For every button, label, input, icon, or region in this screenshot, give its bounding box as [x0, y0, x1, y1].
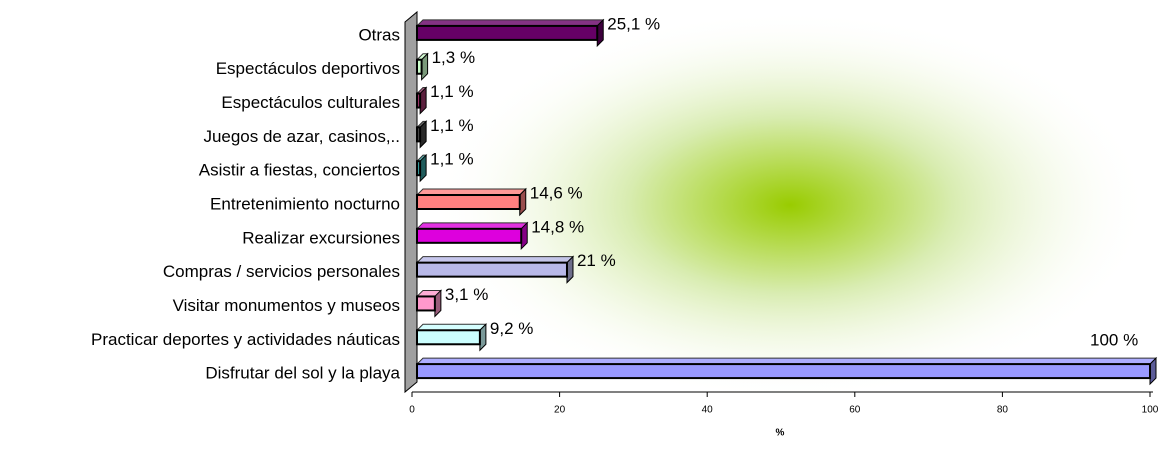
- y-tick-label: Otras: [358, 25, 400, 44]
- y-tick-label: Espectáculos culturales: [221, 93, 400, 112]
- value-label: 14,8 %: [531, 217, 584, 236]
- y-tick-label: Disfrutar del sol y la playa: [205, 364, 400, 383]
- bar-face: [416, 160, 422, 177]
- x-tick-label: 60: [849, 405, 861, 416]
- value-label: 21 %: [577, 251, 616, 270]
- plot-background: [430, 10, 1150, 400]
- back-wall: [404, 10, 418, 394]
- bar-face: [416, 126, 422, 143]
- bar: [415, 153, 428, 183]
- bar: [415, 86, 428, 115]
- bar-face: [416, 363, 1151, 380]
- value-label: 1,1 %: [430, 150, 473, 169]
- bar-face: [416, 24, 599, 41]
- y-tick-label: Realizar excursiones: [242, 228, 400, 247]
- bar-face: [416, 227, 523, 244]
- bar-face: [416, 58, 423, 75]
- x-tick-label: 20: [554, 405, 566, 416]
- value-label: 1,1 %: [430, 116, 473, 135]
- bar: [415, 120, 428, 149]
- value-label: 100 %: [1090, 331, 1138, 350]
- bar: [415, 52, 429, 81]
- bar: [415, 356, 1158, 386]
- bar: [415, 221, 529, 251]
- y-tick-label: Asistir a fiestas, conciertos: [199, 161, 400, 180]
- y-tick-label: Juegos de azar, casinos,..: [203, 127, 400, 146]
- bar-face: [416, 92, 422, 109]
- value-label: 9,2 %: [490, 319, 533, 338]
- x-tick-label: 100: [1142, 405, 1159, 416]
- x-tick-label: 0: [409, 405, 415, 416]
- y-tick-label: Practicar deportes y actividades náutica…: [91, 330, 400, 349]
- bar: [415, 255, 575, 284]
- y-tick-label: Visitar monumentos y museos: [173, 296, 400, 315]
- bar: [415, 18, 605, 48]
- value-label: 1,3 %: [432, 48, 475, 67]
- y-tick-label: Espectáculos deportivos: [216, 59, 400, 78]
- y-tick-label: Compras / servicios personales: [163, 262, 400, 281]
- value-label: 3,1 %: [445, 285, 488, 304]
- x-tick-label: 80: [997, 405, 1009, 416]
- bar-face: [416, 194, 521, 210]
- x-tick-label: 40: [702, 405, 714, 416]
- y-tick-label: Entretenimiento nocturno: [210, 194, 400, 213]
- value-label: 14,6 %: [530, 183, 583, 202]
- value-label: 25,1 %: [607, 14, 660, 33]
- bar-face: [416, 329, 481, 346]
- bar: [415, 187, 527, 217]
- value-label: 1,1 %: [430, 82, 473, 101]
- bar: [415, 289, 443, 318]
- bar-face: [416, 295, 436, 312]
- x-axis-label: %: [776, 428, 785, 439]
- bar-face: [416, 261, 568, 278]
- bar: [415, 323, 488, 352]
